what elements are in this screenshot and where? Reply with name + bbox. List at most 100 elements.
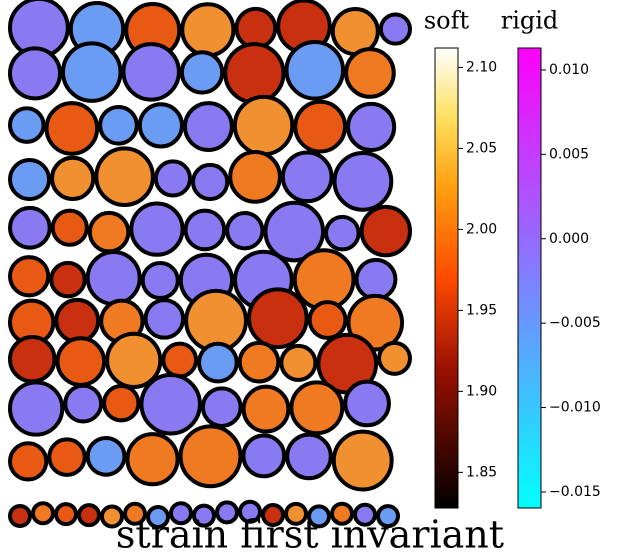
- disk: [192, 503, 216, 528]
- disk: [232, 94, 295, 157]
- disk: [50, 155, 96, 202]
- disk: [261, 502, 285, 527]
- disk: [292, 248, 356, 311]
- disk: [332, 150, 394, 212]
- tick-label: −0.010: [549, 400, 601, 416]
- tick-label: 0.000: [549, 231, 589, 247]
- disk: [284, 39, 346, 101]
- tick-label: 0.010: [549, 62, 589, 78]
- disk: [98, 104, 139, 146]
- disk: [237, 340, 281, 384]
- disk: [180, 2, 236, 58]
- tick-label: −0.005: [549, 315, 601, 331]
- disk: [105, 331, 163, 390]
- tick-label: −0.015: [549, 484, 601, 500]
- disk: [223, 42, 286, 105]
- disk: [228, 150, 282, 204]
- disk: [346, 293, 405, 352]
- disk: [178, 424, 243, 489]
- disk: [307, 300, 348, 340]
- tick-label: 2.00: [466, 221, 497, 237]
- disk: [8, 205, 52, 250]
- disk: [354, 257, 398, 301]
- disk: [94, 146, 155, 207]
- disk: [31, 501, 55, 526]
- disk: [234, 6, 278, 50]
- disk: [344, 47, 396, 99]
- disk: [241, 433, 287, 479]
- disk: [359, 204, 412, 258]
- disk: [238, 499, 262, 524]
- disk: [47, 437, 87, 477]
- disk: [161, 341, 199, 379]
- disk: [85, 249, 142, 306]
- tick-label: 1.95: [466, 302, 497, 318]
- disk: [184, 288, 248, 353]
- disk: [8, 106, 46, 144]
- colorbar: [517, 47, 542, 509]
- disk: [330, 501, 354, 526]
- disk: [143, 298, 186, 340]
- disk: [50, 208, 89, 247]
- disk: [353, 502, 377, 527]
- disk: [169, 501, 193, 526]
- disk: [285, 432, 333, 481]
- tick-label: 2.05: [466, 140, 497, 156]
- colorbars: soft 2.10 2.05 2.00 1.95 1.90 1.85 rigid 0.010 0.…: [424, 7, 601, 509]
- disk: [63, 383, 104, 424]
- disk: [55, 336, 107, 387]
- disk-packing: [7, 0, 412, 530]
- disk: [280, 150, 334, 204]
- disk: [225, 211, 265, 251]
- disk: [77, 503, 101, 528]
- disk: [241, 384, 291, 434]
- disk: [7, 334, 57, 384]
- disk: [129, 201, 185, 257]
- disk: [197, 341, 239, 384]
- disk: [307, 504, 331, 529]
- disk: [215, 500, 239, 525]
- disk: [8, 441, 49, 482]
- disk: [8, 255, 51, 298]
- colorbar-label: rigid: [501, 7, 559, 35]
- disk: [102, 383, 141, 423]
- disk: [8, 503, 32, 528]
- disk: [279, 343, 318, 382]
- disk: [346, 101, 397, 153]
- disk: [289, 380, 345, 436]
- disk: [377, 340, 412, 376]
- tick-label: 1.90: [466, 383, 497, 399]
- disk: [100, 504, 124, 529]
- disk: [123, 501, 147, 526]
- disk: [7, 46, 63, 101]
- disk: [153, 159, 193, 198]
- disk: [140, 260, 180, 301]
- disk: [8, 380, 65, 437]
- tick-label: 0.005: [549, 146, 589, 162]
- disk: [87, 210, 131, 254]
- disk: [121, 42, 181, 102]
- disk: [324, 214, 361, 252]
- disk: [61, 41, 123, 103]
- disk: [139, 373, 202, 436]
- disk: [125, 432, 180, 487]
- disk: [137, 102, 184, 149]
- disk: [146, 505, 170, 530]
- disk: [343, 379, 391, 428]
- disk: [182, 101, 234, 152]
- disk: [183, 208, 227, 252]
- disk: [284, 501, 308, 526]
- disk: [49, 260, 87, 299]
- disk: [8, 158, 52, 202]
- disk: [54, 502, 78, 527]
- disk: [191, 162, 230, 202]
- disk: [331, 429, 394, 492]
- disk: [179, 50, 225, 95]
- disk: [85, 435, 127, 477]
- disk: [54, 297, 101, 344]
- caption: strain first invariant: [116, 513, 504, 557]
- disk: [263, 200, 326, 263]
- disk: [376, 504, 400, 529]
- disk: [200, 386, 243, 428]
